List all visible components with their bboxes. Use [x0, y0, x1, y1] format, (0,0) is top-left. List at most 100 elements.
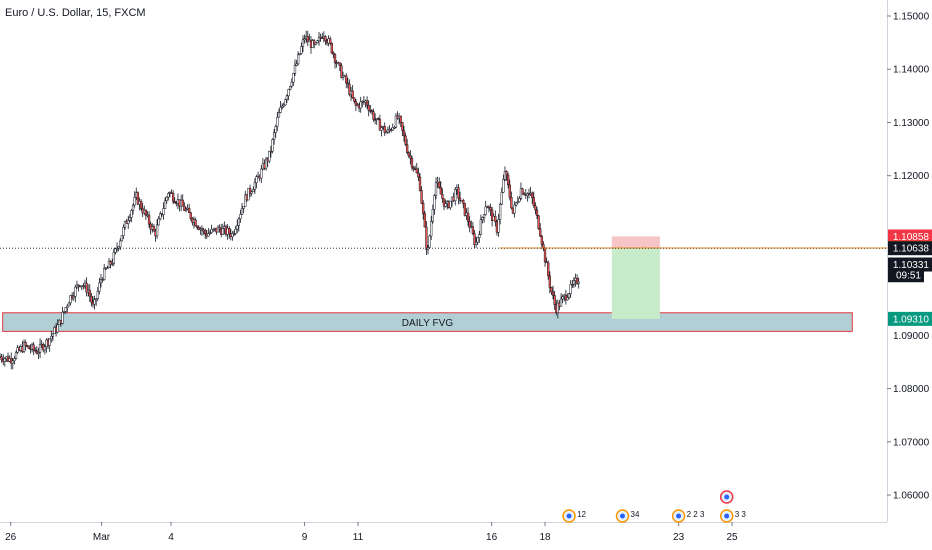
- time-tick-label: Mar: [93, 532, 111, 543]
- candle-body: [442, 198, 446, 207]
- candle-body: [338, 62, 341, 67]
- candle-body: [365, 100, 369, 106]
- candle-body: [454, 189, 457, 202]
- candle-body: [90, 295, 93, 303]
- candle-body: [98, 282, 101, 292]
- candle-body: [159, 213, 162, 220]
- event-marker[interactable]: 3 3: [719, 509, 747, 523]
- candle-body: [67, 302, 71, 307]
- candle-body: [32, 344, 35, 351]
- candle-body: [48, 338, 51, 346]
- event-icon-core: [620, 513, 626, 519]
- candle-body: [482, 214, 486, 218]
- candle-body: [288, 85, 292, 90]
- candle-body: [72, 296, 75, 299]
- candle-body: [173, 200, 176, 204]
- candle-body: [423, 213, 426, 228]
- price-tick-label: 1.06000: [893, 491, 930, 502]
- price-tag: [888, 229, 932, 244]
- candle-body: [409, 155, 412, 159]
- candle-body: [572, 280, 576, 285]
- candle-body: [463, 203, 467, 216]
- candle-body: [133, 197, 136, 206]
- candle-body: [123, 220, 127, 228]
- candle-body: [458, 197, 462, 201]
- candle-body: [378, 119, 382, 131]
- candle-body: [99, 279, 103, 284]
- candle-body: [425, 226, 428, 250]
- candle-body: [268, 150, 271, 162]
- candle-body: [513, 204, 516, 214]
- candle-body: [22, 342, 26, 352]
- candle-body: [479, 219, 483, 235]
- price-tick-label: 1.07000: [893, 437, 930, 448]
- candle-body: [561, 296, 564, 300]
- time-tick-label: 25: [726, 532, 738, 543]
- candle-body: [103, 267, 106, 280]
- candle-body: [386, 129, 390, 133]
- candle-body: [130, 210, 133, 218]
- candle-body: [468, 221, 471, 228]
- stop-loss-zone: [611, 236, 660, 248]
- candle-body: [64, 307, 67, 312]
- candle-body: [284, 99, 287, 106]
- candle-body: [260, 168, 263, 179]
- candle-body: [293, 65, 297, 74]
- candle-body: [542, 244, 545, 249]
- candle-body: [553, 295, 556, 305]
- candle-body: [74, 286, 77, 297]
- candle-body: [515, 202, 518, 206]
- candle-body: [167, 193, 170, 198]
- event-marker[interactable]: 2 2 3: [671, 509, 705, 523]
- candle-body: [61, 311, 64, 324]
- candle-body: [66, 305, 69, 308]
- candle-body: [412, 166, 415, 170]
- price-tag: [888, 311, 932, 326]
- candle-body: [14, 352, 18, 359]
- candle-body: [372, 111, 375, 120]
- candle-body: [181, 199, 184, 207]
- candle-body: [96, 290, 99, 299]
- event-icon-core: [676, 513, 682, 519]
- candle-body: [253, 182, 257, 190]
- candle-body: [188, 207, 191, 213]
- candle-body: [474, 242, 478, 245]
- candle-body: [507, 174, 510, 186]
- candle-body: [255, 176, 258, 184]
- candle-body: [422, 202, 425, 214]
- candle-body: [348, 83, 351, 95]
- candle-body: [462, 200, 465, 204]
- candle-body: [391, 127, 394, 131]
- candle-body: [438, 181, 441, 188]
- candle-body: [196, 225, 199, 228]
- candle-body: [277, 112, 281, 118]
- candle-body: [489, 206, 492, 211]
- candle-body: [532, 197, 535, 207]
- candle-body: [317, 36, 321, 42]
- candle-body: [521, 188, 524, 195]
- candle-body: [380, 127, 383, 131]
- price-tag: [888, 268, 924, 283]
- candle-body: [252, 189, 255, 193]
- candle-body: [162, 208, 165, 215]
- candle-body: [324, 36, 327, 42]
- candle-body: [559, 298, 563, 307]
- candle-body: [147, 214, 151, 225]
- candle-body: [473, 233, 476, 245]
- event-marker[interactable]: 12: [562, 509, 587, 523]
- candle-body: [269, 150, 273, 153]
- event-count-label: 34: [631, 510, 640, 519]
- candle-body: [394, 115, 398, 128]
- event-marker[interactable]: 34: [615, 509, 640, 523]
- candle-body: [547, 262, 550, 277]
- candle-body: [431, 209, 434, 222]
- candle-body: [434, 182, 438, 196]
- candle-body: [300, 46, 303, 54]
- candle-body: [234, 228, 237, 234]
- candle-body: [163, 200, 167, 209]
- candle-body: [11, 360, 14, 364]
- candle-body: [481, 217, 484, 220]
- zone-layer: DAILY FVG: [2, 236, 853, 332]
- candle-body: [426, 247, 430, 250]
